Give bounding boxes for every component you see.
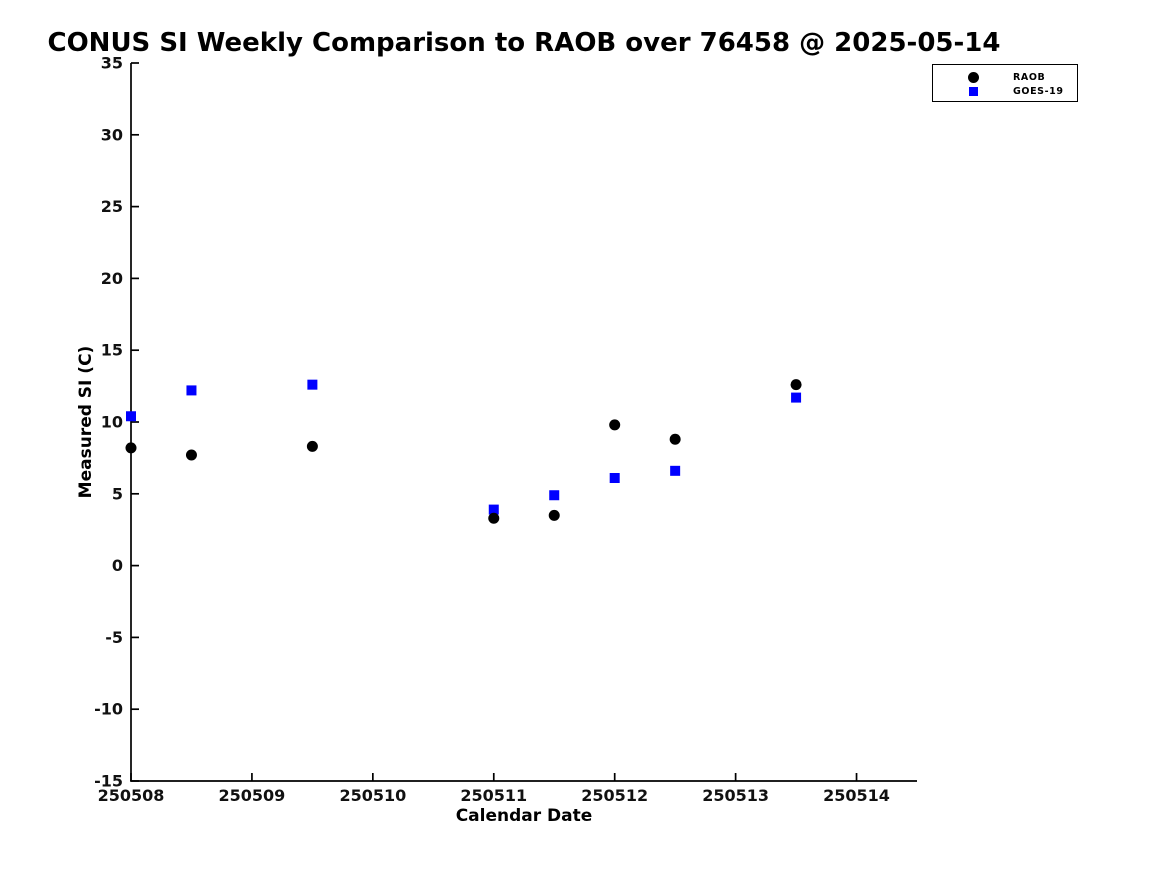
x-tick-label: 250512 — [581, 786, 648, 805]
data-point-goes-19 — [791, 392, 802, 403]
data-point-goes-19 — [670, 465, 681, 476]
data-point-goes-19 — [609, 473, 620, 484]
goes-19-square-marker-icon — [968, 86, 978, 96]
data-point-raob — [488, 512, 500, 524]
x-tick-label: 250508 — [98, 786, 165, 805]
raob-circle-marker-icon — [967, 71, 979, 83]
data-point-goes-19 — [307, 379, 318, 390]
chart-title: CONUS SI Weekly Comparison to RAOB over … — [47, 28, 1001, 58]
y-tick-label: -10 — [94, 700, 123, 719]
data-point-raob — [125, 442, 137, 454]
y-tick-label: -15 — [94, 772, 123, 791]
legend-item-raob: RAOB — [933, 70, 1077, 84]
x-tick-label: 250513 — [702, 786, 769, 805]
y-tick-label: 15 — [101, 341, 123, 360]
legend-label-raob: RAOB — [1013, 71, 1046, 83]
legend-marker-cell — [933, 71, 1013, 83]
legend-box: RAOB GOES-19 — [932, 64, 1078, 102]
data-point-goes-19 — [186, 385, 197, 396]
data-point-raob — [306, 440, 318, 452]
legend-marker-cell — [933, 86, 1013, 96]
data-point-goes-19 — [549, 490, 560, 501]
data-point-raob — [790, 379, 802, 391]
data-point-raob — [609, 419, 621, 431]
y-tick-label: -5 — [105, 628, 123, 647]
y-tick-label: 10 — [101, 413, 123, 432]
x-axis-label: Calendar Date — [455, 806, 593, 826]
legend-item-goes-19: GOES-19 — [933, 84, 1077, 98]
x-tick-label: 250514 — [823, 786, 890, 805]
y-tick-label: 35 — [101, 54, 123, 73]
y-tick-label: 30 — [101, 125, 123, 144]
data-point-goes-19 — [126, 411, 136, 422]
x-tick-label: 250511 — [460, 786, 527, 805]
y-tick-label: 0 — [112, 556, 123, 575]
data-point-raob — [185, 449, 197, 461]
data-point-goes-19 — [488, 504, 499, 515]
legend-label-goes-19: GOES-19 — [1013, 85, 1064, 97]
y-tick-label: 5 — [112, 484, 123, 503]
y-tick-label: 25 — [101, 197, 123, 216]
y-tick-label: 20 — [101, 269, 123, 288]
x-tick-label: 250509 — [219, 786, 286, 805]
data-point-raob — [669, 433, 681, 445]
data-point-raob — [548, 509, 560, 521]
x-tick-label: 250510 — [339, 786, 406, 805]
y-axis-label: Measured SI (C) — [76, 345, 96, 499]
